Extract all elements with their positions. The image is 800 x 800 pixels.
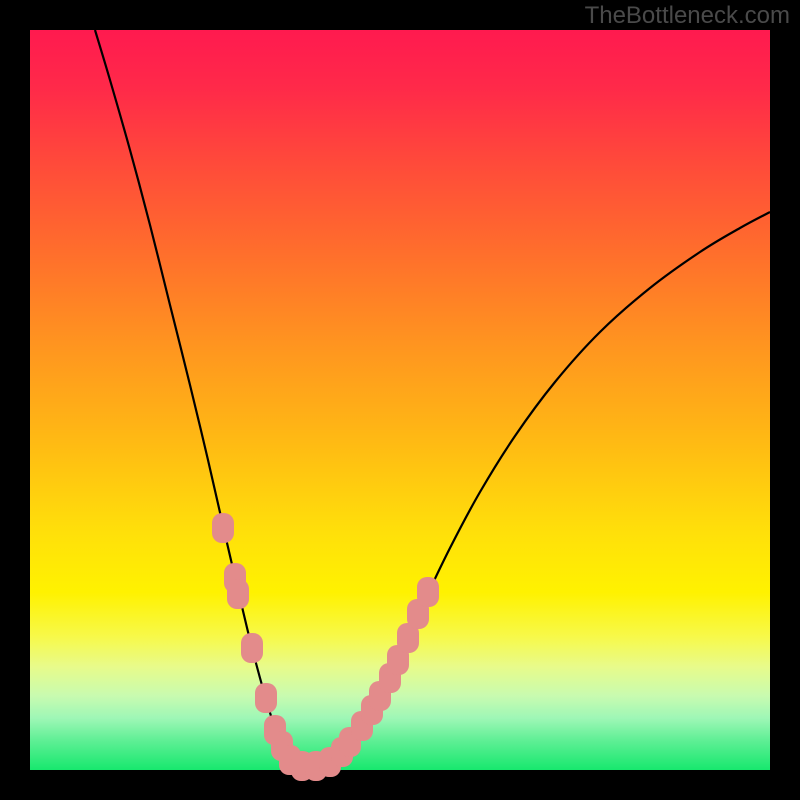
markers-left bbox=[212, 513, 293, 761]
chart-frame: TheBottleneck.com bbox=[0, 0, 800, 800]
data-marker bbox=[255, 683, 277, 713]
curve-layer bbox=[30, 30, 770, 770]
data-marker bbox=[227, 579, 249, 609]
data-marker bbox=[241, 633, 263, 663]
plot-area bbox=[30, 30, 770, 770]
watermark-text: TheBottleneck.com bbox=[585, 2, 790, 30]
data-marker bbox=[417, 577, 439, 607]
bottleneck-curve bbox=[95, 30, 770, 768]
markers-right bbox=[331, 577, 439, 767]
data-marker bbox=[212, 513, 234, 543]
